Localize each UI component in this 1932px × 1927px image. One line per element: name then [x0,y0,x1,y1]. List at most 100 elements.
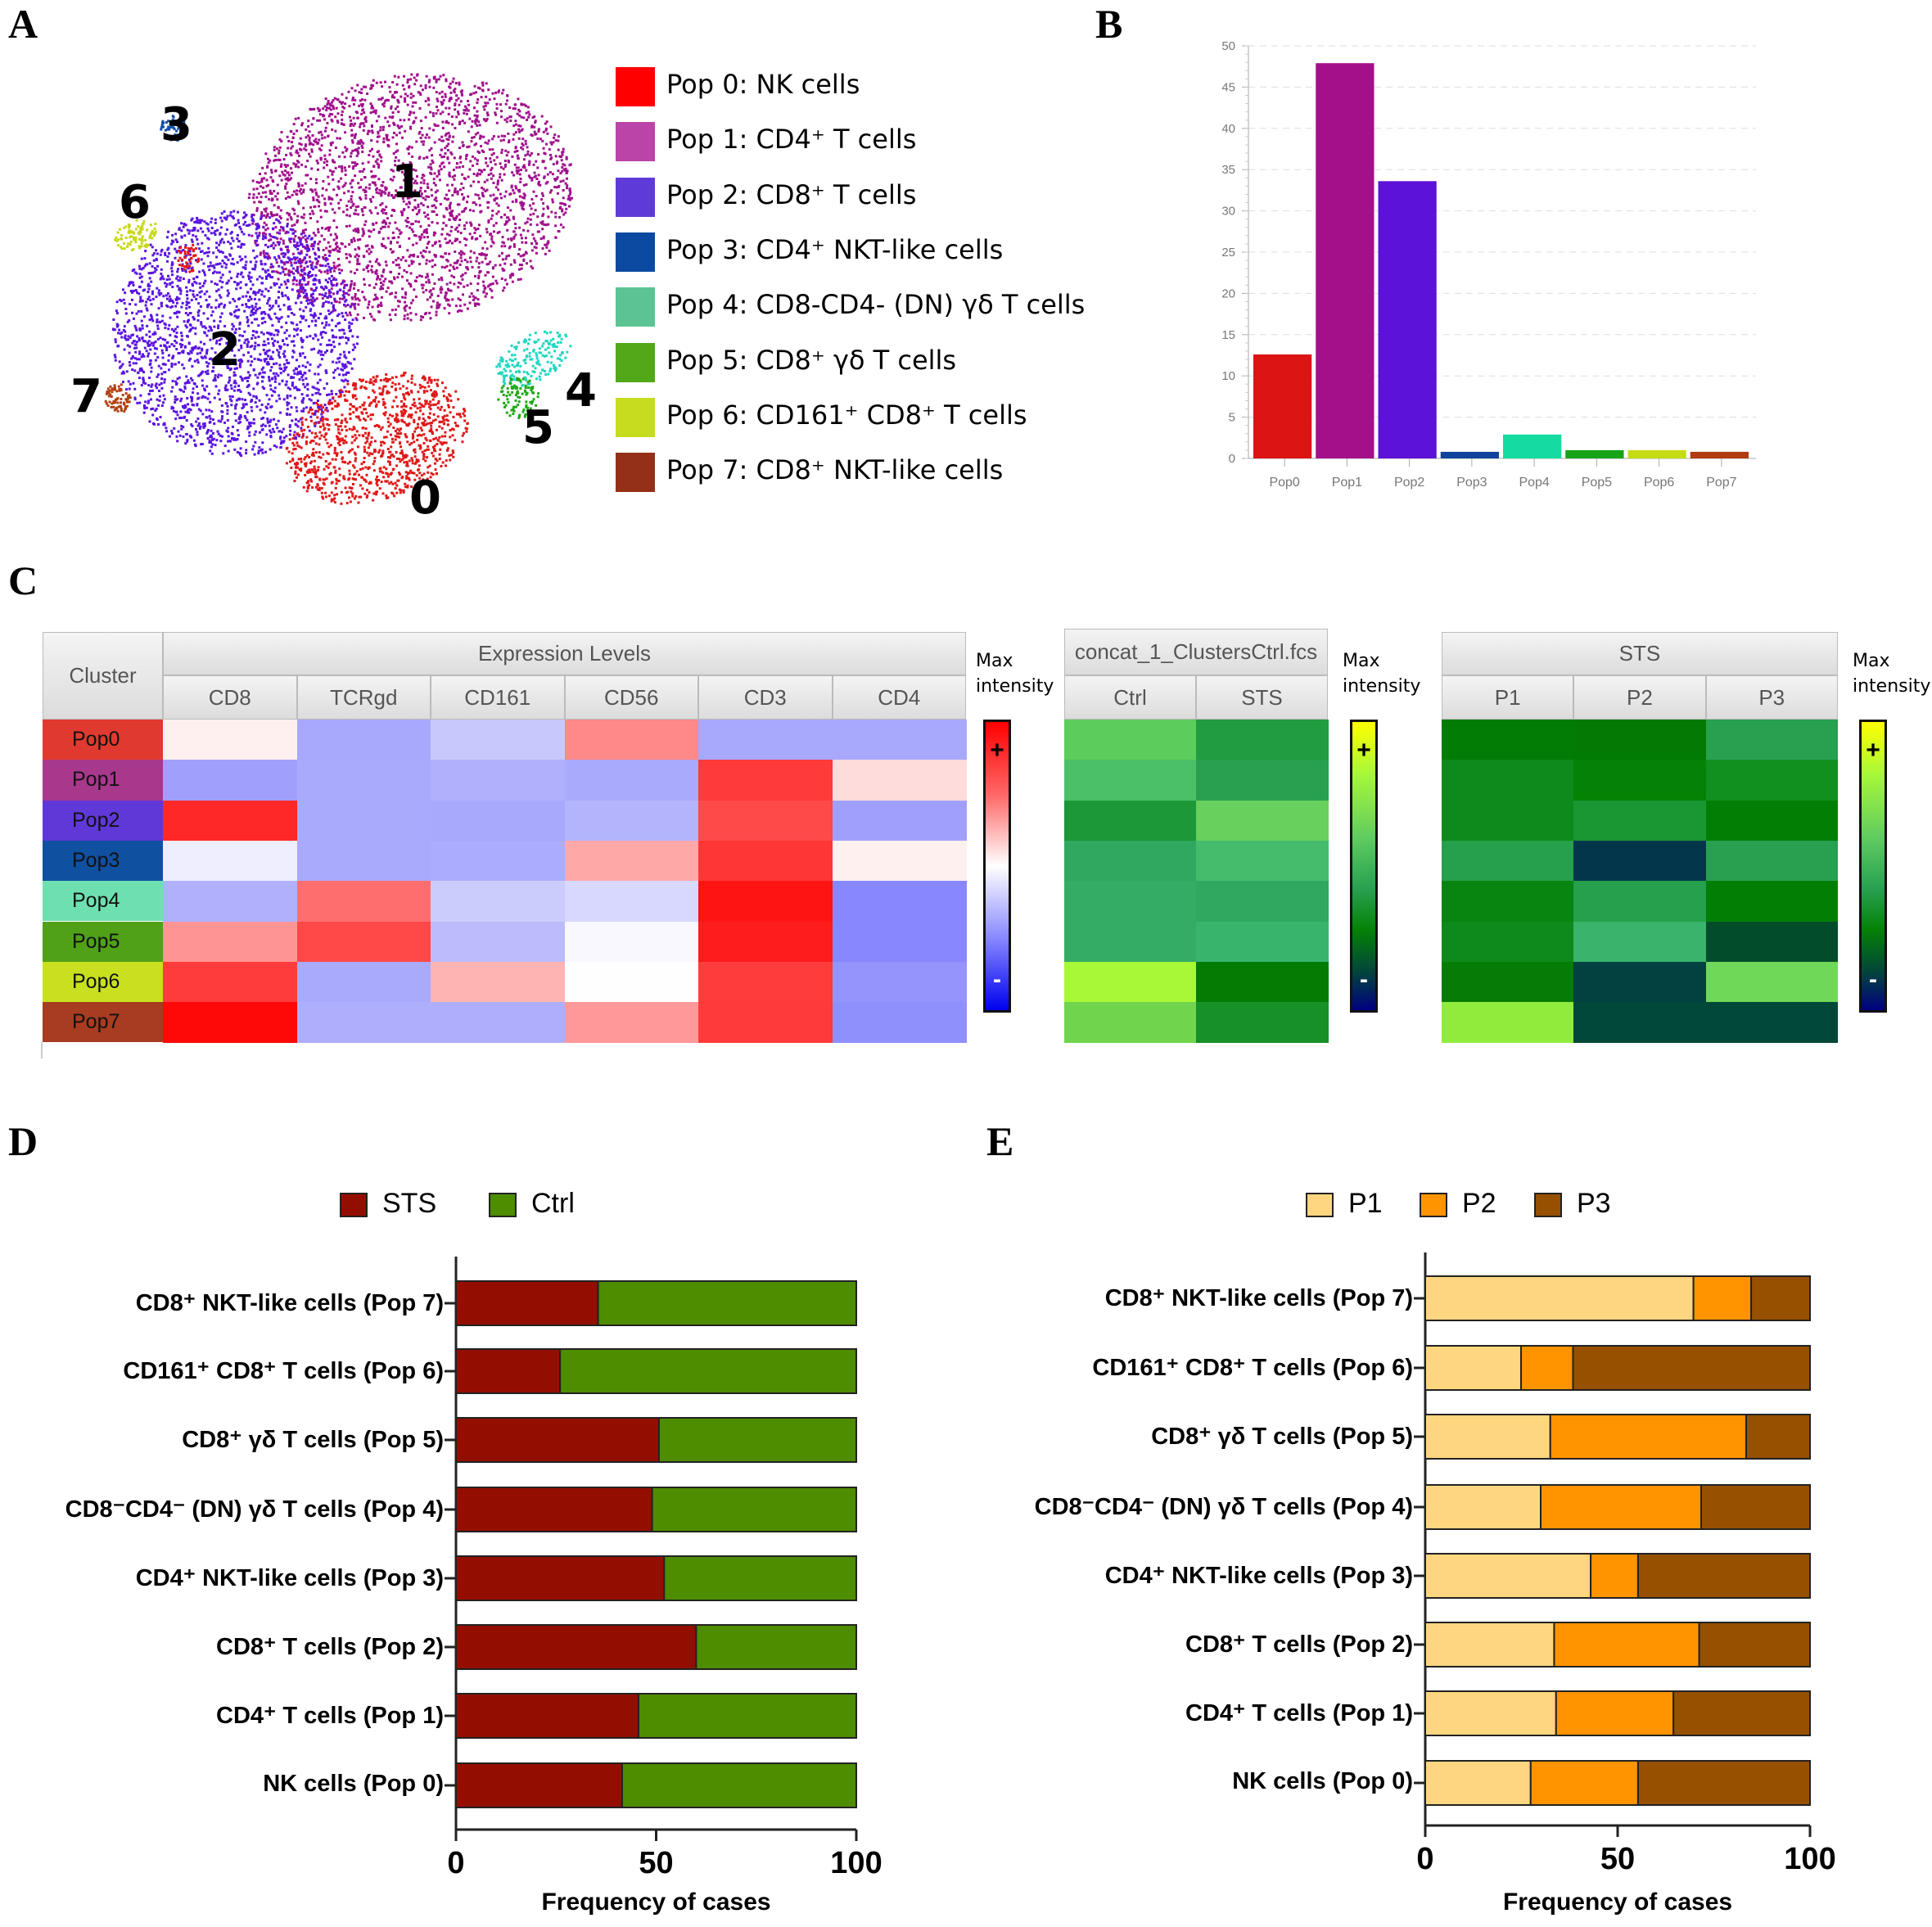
heatmap-cell [1196,760,1329,801]
heatmap-cell [1196,720,1329,760]
bar-segment-p3 [1572,1345,1811,1391]
bar-pop1 [1316,63,1375,458]
legend-label-p1: P1 [1348,1188,1383,1219]
column-header-cd3: CD3 [698,675,833,720]
heatmap-cell [163,1002,297,1043]
legend-swatch-pop7 [616,453,655,493]
bar-segment-p3 [1636,1760,1812,1806]
heatmap-cell [698,720,833,760]
heatmap-cell [1064,1002,1197,1043]
heatmap-cell [832,881,967,922]
column-header-cd56: CD56 [564,675,698,720]
bar-segment-p3 [1750,1275,1812,1321]
bar-segment-ctrl [597,1280,857,1326]
legend-swatch-pop1 [616,122,655,162]
bar-segment-p1 [1424,1484,1542,1530]
panel-label-b: B [1095,1,1123,47]
legend-swatch-ctrl [489,1193,517,1217]
bar-segment-ctrl [695,1624,858,1670]
heatmap-cell [431,840,565,882]
tsne-cluster-pop4 [495,330,572,388]
heatmap-cell [1064,961,1197,1003]
legend-label-pop2: Pop 2: CD8⁺ T cells [666,178,917,210]
bar-segment-sts [455,1487,653,1532]
y-tick-label: 0 [1229,452,1235,466]
x-tick-label: Pop4 [1519,476,1549,490]
heatmap-cell [163,720,297,760]
bar-segment-p1 [1424,1553,1592,1599]
column-header-p2: P2 [1573,675,1706,720]
cluster-row-label-pop1: Pop1 [43,760,163,801]
legend-swatch-pop6 [616,397,655,437]
bar-segment-sts [455,1693,639,1739]
column-header-p3: P3 [1705,675,1838,720]
heatmap-cell [1573,921,1707,963]
ctrl-sts-colorbar: + - [1350,720,1378,1013]
legend-swatch-p3 [1534,1193,1562,1217]
category-label: CD4⁺ NKT-like cells (Pop 3) [135,1565,444,1591]
cluster-label-1: 1 [391,156,423,209]
tsne-cluster-pop3 [160,115,188,142]
legend-label-pop3: Pop 3: CD4⁺ NKT-like cells [666,233,1004,265]
heatmap-cell [1705,840,1839,882]
column-header-tcrgd: TCRgd [296,675,431,720]
y-tick-label: 30 [1221,205,1235,219]
heatmap-cell [564,1002,699,1043]
legend-label-pop5: Pop 5: CD8⁺ γδ T cells [666,344,957,376]
max-intensity-label: Max intensity [1853,651,1931,697]
heatmap-cell [163,800,297,842]
tsne-cluster-pop6 [114,219,157,251]
heatmap-cell [832,921,967,963]
bar-segment-p2 [1549,1414,1747,1460]
bar-segment-p3 [1745,1414,1811,1460]
minus-icon: - [1869,966,1877,993]
x-tick-label: 50 [639,1846,674,1880]
bar-segment-p1 [1424,1622,1555,1668]
bar-segment-p2 [1520,1345,1574,1391]
legend-swatch-pop3 [616,232,655,272]
cluster-label-5: 5 [522,401,554,454]
category-label: CD4⁺ NKT-like cells (Pop 3) [1104,1563,1413,1589]
heatmap-cell [1064,720,1197,760]
heatmap-cell [832,800,967,842]
legend-swatch-sts [340,1193,368,1217]
y-tick-label: 10 [1221,369,1235,383]
category-label: CD8⁺ T cells (Pop 2) [216,1634,444,1660]
legend-label-p3: P3 [1577,1188,1611,1219]
heatmap-cell [698,1002,833,1043]
heatmap-cell [163,961,297,1003]
y-tick-label: 5 [1229,411,1235,425]
heatmap-cell [1442,760,1574,801]
heatmap-cell [431,881,565,922]
heatmap-cell [431,1002,565,1043]
heatmap-cell [698,881,833,922]
bar-pop2 [1378,181,1437,458]
tsne-cluster-pop5 [497,377,540,419]
heatmap-cell [1705,921,1839,963]
bar-pop3 [1440,451,1499,458]
x-tick-label: Pop5 [1582,476,1612,490]
x-tick-label: Pop1 [1332,476,1362,490]
bar-segment-p2 [1529,1760,1639,1806]
category-label: CD161⁺ CD8⁺ T cells (Pop 6) [1092,1355,1413,1381]
legend-swatch-pop0 [616,67,655,106]
category-label: CD8⁺ T cells (Pop 2) [1185,1631,1413,1658]
heatmap-cell [1705,1002,1839,1043]
bar-segment-p3 [1636,1553,1812,1599]
heatmap-cell [1442,1002,1574,1043]
tsne-cluster-pop2 [111,210,359,458]
tsne-cluster-pop7 [104,383,132,413]
bar-pop5 [1565,449,1624,458]
cluster-row-label-pop4: Pop4 [43,881,163,922]
heatmap-title: STS [1442,632,1838,675]
heatmap-cell [431,800,565,842]
bar-segment-p3 [1700,1484,1811,1530]
heatmap-cell [1064,840,1197,882]
heatmap-cell [163,760,297,801]
bar-segment-p1 [1424,1760,1532,1806]
heatmap-cell [1064,921,1197,963]
bar-segment-p3 [1672,1690,1812,1736]
panel-label-c: C [8,557,38,603]
category-label: CD4⁺ T cells (Pop 1) [216,1703,444,1729]
